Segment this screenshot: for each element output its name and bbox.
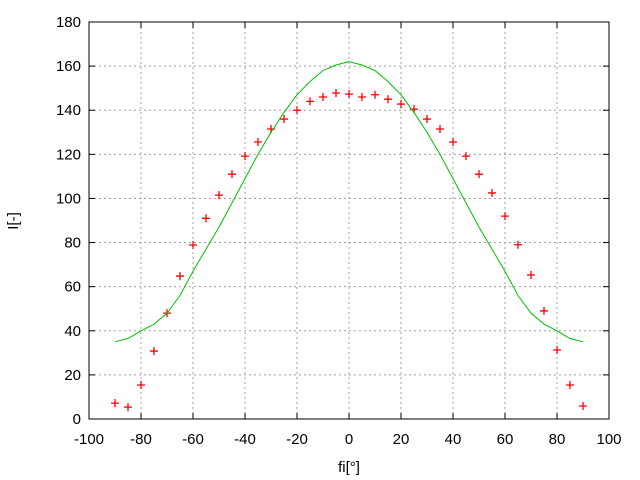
fit-curve-line: [114, 61, 584, 343]
data-point: [488, 188, 496, 197]
data-point: [579, 401, 587, 410]
data-point: [345, 90, 353, 99]
y-tick-label: 80: [64, 235, 81, 252]
y-tick-label: 0: [73, 411, 81, 428]
data-point: [566, 381, 574, 390]
data-point: [475, 170, 483, 179]
x-tick-label: 100: [596, 431, 621, 448]
data-point: [358, 92, 366, 101]
data-point: [124, 403, 132, 412]
data-point: [423, 115, 431, 124]
data-point: [202, 214, 210, 223]
y-tick-label: 160: [56, 58, 81, 75]
data-point: [189, 240, 197, 249]
data-point: [306, 97, 314, 106]
data-point: [241, 152, 249, 161]
data-point: [397, 100, 405, 109]
data-point: [371, 90, 379, 99]
data-point: [319, 92, 327, 101]
grid: [89, 22, 609, 419]
data-point: [332, 89, 340, 98]
ticks: -100 -80 -60 -40 -20 0 20 40 60 80 100 0 20 40 60 80 100…: [56, 14, 622, 448]
x-tick-label: -60: [182, 431, 204, 448]
x-tick-label: -40: [234, 431, 256, 448]
y-tick-label: 120: [56, 146, 81, 163]
data-point: [228, 170, 236, 179]
data-point: [436, 124, 444, 133]
data-point: [137, 381, 145, 390]
x-tick-label: -20: [286, 431, 308, 448]
x-tick-label: -80: [130, 431, 152, 448]
y-axis-label: I[-]: [5, 212, 22, 230]
x-tick-label: 40: [445, 431, 462, 448]
y-tick-label: 20: [64, 367, 81, 384]
data-point: [527, 270, 535, 279]
y-tick-label: 100: [56, 190, 81, 207]
x-tick-label: -100: [74, 431, 104, 448]
data-point: [384, 95, 392, 104]
data-point: [514, 240, 522, 249]
data-point: [176, 272, 184, 281]
x-tick-label: 0: [345, 431, 353, 448]
data-point: [501, 212, 509, 221]
data-point: [449, 137, 457, 146]
x-axis-label: fi[°]: [338, 459, 360, 476]
plot-frame: [88, 21, 610, 420]
data-point: [540, 306, 548, 315]
data-point: [111, 399, 119, 408]
data-point: [254, 137, 262, 146]
data-point: [150, 347, 158, 356]
y-tick-label: 180: [56, 14, 81, 31]
y-tick-label: 140: [56, 102, 81, 119]
data-point: [553, 345, 561, 354]
y-tick-label: 60: [64, 279, 81, 296]
data-point: [215, 191, 223, 200]
data-point: [280, 115, 288, 124]
x-tick-label: 80: [549, 431, 566, 448]
y-tick-label: 40: [64, 323, 81, 340]
series: [111, 61, 587, 412]
x-tick-label: 20: [393, 431, 410, 448]
x-tick-label: 60: [497, 431, 514, 448]
data-point: [293, 106, 301, 115]
data-point: [462, 152, 470, 161]
